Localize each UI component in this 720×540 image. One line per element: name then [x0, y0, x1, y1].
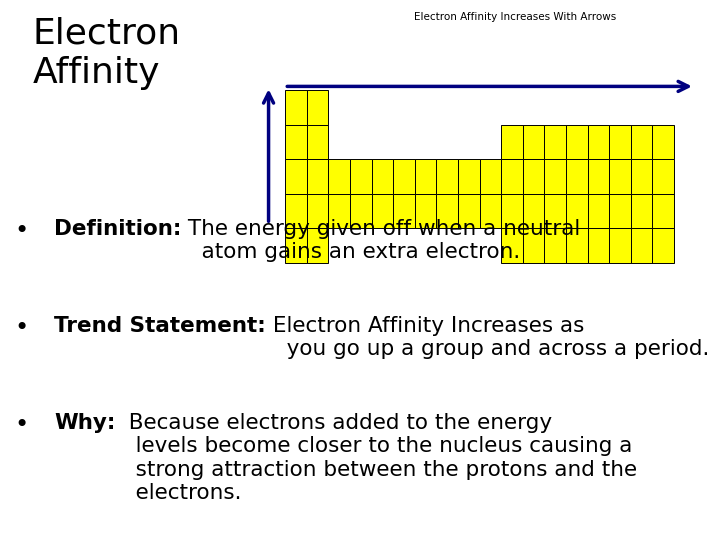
- Bar: [609, 228, 631, 263]
- Text: The energy given off when a neutral
   atom gains an extra electron.: The energy given off when a neutral atom…: [181, 219, 580, 262]
- Bar: [501, 125, 523, 159]
- Bar: [523, 228, 544, 263]
- Bar: [631, 228, 652, 263]
- Bar: [609, 194, 631, 228]
- Bar: [436, 159, 458, 194]
- Text: Because electrons added to the energy
   levels become closer to the nucleus cau: Because electrons added to the energy le…: [115, 413, 637, 503]
- Text: Trend Statement:: Trend Statement:: [54, 316, 266, 336]
- Bar: [328, 159, 350, 194]
- Bar: [285, 159, 307, 194]
- Text: Why:: Why:: [54, 413, 115, 433]
- Bar: [350, 194, 372, 228]
- Bar: [415, 194, 436, 228]
- Bar: [544, 125, 566, 159]
- Bar: [523, 125, 544, 159]
- Bar: [652, 194, 674, 228]
- Bar: [480, 194, 501, 228]
- Bar: [307, 228, 328, 263]
- Bar: [566, 228, 588, 263]
- Bar: [523, 159, 544, 194]
- Bar: [372, 194, 393, 228]
- Bar: [458, 159, 480, 194]
- Bar: [415, 159, 436, 194]
- Bar: [609, 159, 631, 194]
- Text: Electron Affinity Increases With Arrows: Electron Affinity Increases With Arrows: [414, 12, 616, 22]
- Bar: [566, 159, 588, 194]
- Text: Electron Affinity Increases as
   you go up a group and across a period.: Electron Affinity Increases as you go up…: [266, 316, 709, 359]
- Bar: [652, 228, 674, 263]
- Text: •: •: [14, 413, 29, 437]
- Bar: [350, 159, 372, 194]
- Bar: [307, 159, 328, 194]
- Bar: [328, 194, 350, 228]
- Bar: [631, 125, 652, 159]
- Bar: [458, 194, 480, 228]
- Bar: [307, 90, 328, 125]
- Bar: [480, 159, 501, 194]
- Bar: [652, 125, 674, 159]
- Bar: [372, 159, 393, 194]
- Bar: [501, 159, 523, 194]
- Bar: [544, 194, 566, 228]
- Bar: [523, 194, 544, 228]
- Bar: [588, 194, 609, 228]
- Text: •: •: [14, 219, 29, 242]
- Bar: [285, 228, 307, 263]
- Bar: [588, 125, 609, 159]
- Bar: [393, 194, 415, 228]
- Bar: [631, 194, 652, 228]
- Bar: [501, 228, 523, 263]
- Bar: [285, 125, 307, 159]
- Bar: [501, 194, 523, 228]
- Text: Definition:: Definition:: [54, 219, 181, 239]
- Bar: [285, 90, 307, 125]
- Bar: [307, 125, 328, 159]
- Text: •: •: [14, 316, 29, 340]
- Bar: [436, 194, 458, 228]
- Bar: [566, 125, 588, 159]
- Bar: [307, 194, 328, 228]
- Bar: [544, 228, 566, 263]
- Bar: [588, 228, 609, 263]
- Bar: [566, 194, 588, 228]
- Bar: [544, 159, 566, 194]
- Text: Electron
Affinity: Electron Affinity: [32, 16, 181, 90]
- Bar: [609, 125, 631, 159]
- Bar: [393, 159, 415, 194]
- Bar: [285, 194, 307, 228]
- Bar: [652, 159, 674, 194]
- Bar: [631, 159, 652, 194]
- Bar: [588, 159, 609, 194]
